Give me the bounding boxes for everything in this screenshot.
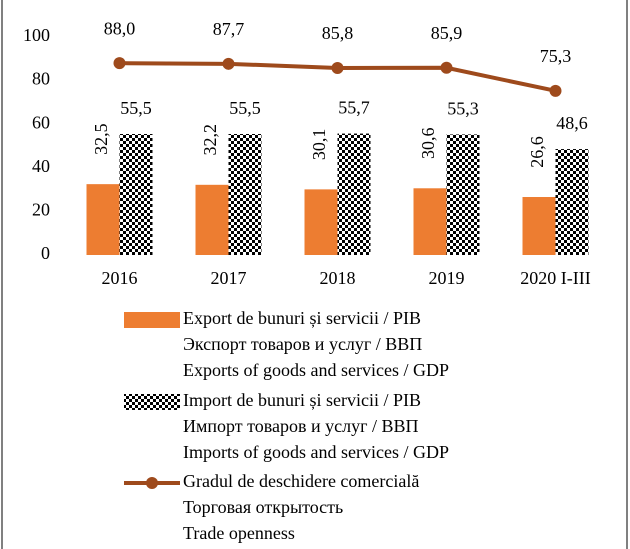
legend-swatch [124, 394, 180, 410]
y-tick-label: 20 [32, 200, 50, 220]
data-label: 26,6 [527, 136, 547, 168]
line-marker [331, 61, 344, 74]
data-label: 55,7 [338, 98, 370, 118]
legend-label: Export de bunuri și servicii / PIB [183, 308, 421, 328]
y-tick-label: 0 [41, 243, 50, 263]
legend-label: Экспорт товаров и услуг / ВВП [183, 334, 422, 354]
y-tick-label: 40 [32, 156, 50, 176]
line-marker [222, 57, 235, 70]
data-label: 32,2 [200, 124, 220, 156]
bar [304, 189, 338, 255]
x-tick-label: 2020 I-III [520, 268, 590, 288]
bar [195, 184, 229, 255]
data-label: 48,6 [556, 113, 588, 133]
y-tick-label: 100 [23, 25, 50, 45]
data-label: 30,6 [418, 128, 438, 160]
data-label: 32,5 [91, 123, 111, 155]
bar [555, 149, 589, 255]
legend-label: Импорт товаров и услуг / ВВП [183, 416, 419, 436]
x-tick-label: 2016 [102, 268, 138, 288]
bar [337, 133, 371, 255]
data-label: 55,3 [447, 99, 479, 119]
bar [228, 134, 262, 255]
legend-swatch [124, 312, 180, 328]
data-label: 75,3 [540, 46, 572, 66]
data-label: 85,9 [431, 23, 463, 43]
legend-swatch [146, 477, 158, 489]
legend-label: Import de bunuri și servicii / PIB [183, 390, 421, 410]
y-tick-label: 80 [32, 69, 50, 89]
data-label: 55,5 [120, 98, 152, 118]
x-tick-label: 2017 [211, 268, 247, 288]
bar [86, 184, 120, 255]
data-label: 30,1 [309, 129, 329, 161]
line-marker [113, 57, 126, 70]
legend-label: Торговая открытость [183, 497, 343, 517]
line-marker [549, 84, 562, 97]
data-label: 88,0 [104, 18, 136, 38]
legend-label: Trade openness [183, 523, 295, 543]
data-label: 55,5 [229, 98, 261, 118]
line-marker [440, 61, 453, 74]
legend-label: Imports of goods and services / GDP [183, 442, 449, 462]
x-tick-label: 2019 [429, 268, 465, 288]
data-label: 85,8 [322, 23, 354, 43]
bar [522, 197, 556, 255]
bar [119, 134, 153, 255]
x-tick-label: 2018 [320, 268, 356, 288]
y-tick-label: 60 [32, 112, 50, 132]
data-label: 87,7 [213, 19, 245, 39]
bar [413, 188, 447, 255]
bar [446, 134, 480, 255]
legend-label: Exports of goods and services / GDP [183, 360, 449, 380]
legend-label: Gradul de deschidere comercială [183, 471, 419, 491]
